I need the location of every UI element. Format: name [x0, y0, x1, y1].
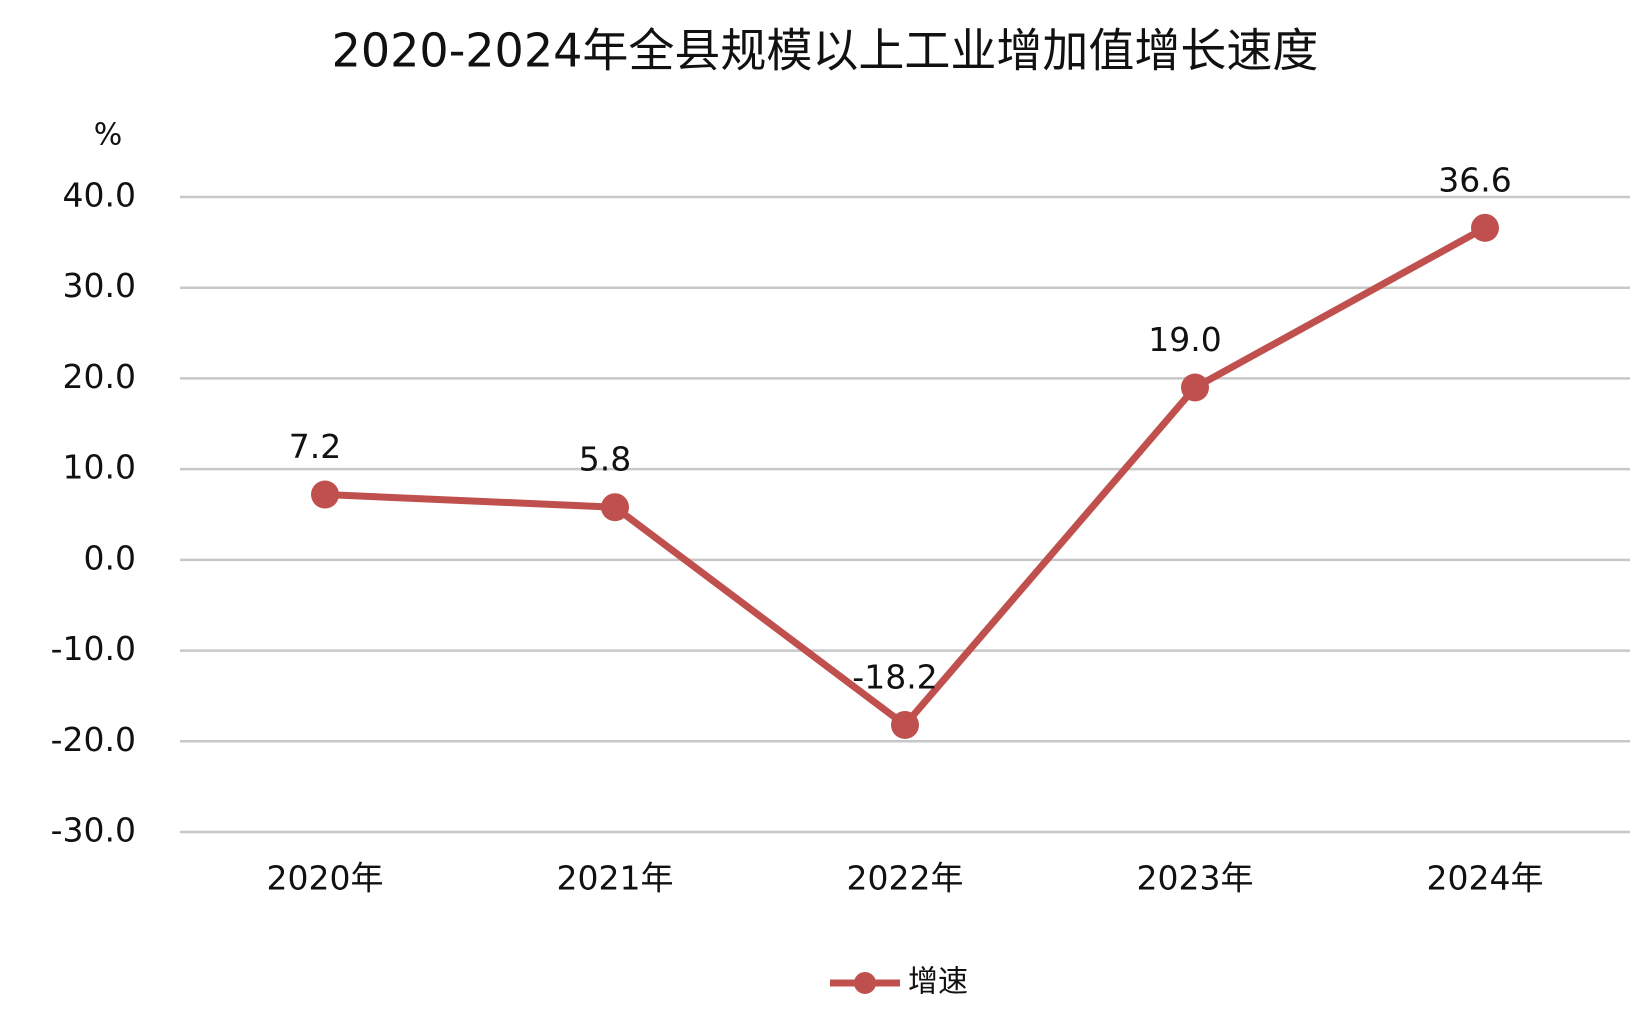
y-unit: % [94, 118, 123, 153]
x-tick-label: 2024年 [1427, 859, 1544, 898]
y-tick-label: 40.0 [63, 176, 136, 215]
data-label: 19.0 [1148, 320, 1221, 359]
data-point [311, 480, 339, 509]
y-tick-label: 10.0 [63, 448, 136, 487]
data-label: 36.6 [1438, 160, 1511, 199]
x-tick-label: 2021年 [557, 859, 674, 898]
y-tick-label: -30.0 [51, 811, 136, 850]
x-tick-label: 2022年 [847, 859, 964, 898]
data-point [891, 710, 919, 739]
y-tick-label: 20.0 [63, 357, 136, 396]
x-tick-label: 2023年 [1137, 859, 1254, 898]
legend-marker [854, 972, 876, 994]
legend-label: 增速 [908, 965, 968, 1000]
data-label: 5.8 [579, 440, 631, 479]
data-point [1471, 213, 1499, 242]
data-point [1181, 373, 1209, 402]
data-point [601, 493, 629, 522]
y-tick-label: -20.0 [51, 720, 136, 759]
chart-title: 2020-2024年全县规模以上工业增加值增长速度 [332, 24, 1319, 78]
y-tick-label: 30.0 [63, 266, 136, 305]
data-label: -18.2 [852, 657, 937, 696]
y-tick-label: 0.0 [84, 538, 136, 577]
data-label: 7.2 [289, 427, 341, 466]
y-tick-label: -10.0 [51, 629, 136, 668]
x-tick-label: 2020年 [267, 859, 384, 898]
